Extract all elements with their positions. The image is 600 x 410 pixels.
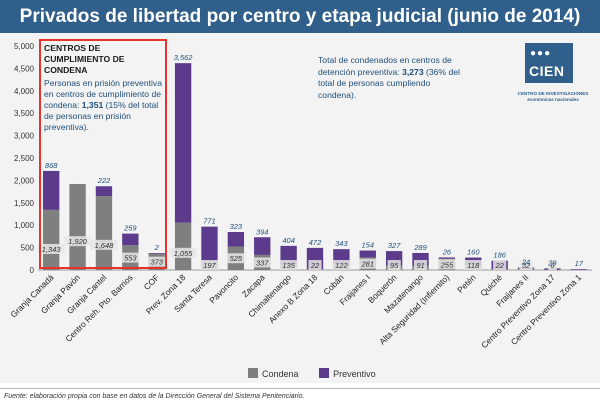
x-tick-label: Pavoncito [207, 272, 240, 305]
data-label-condena: 91 [416, 261, 424, 270]
bar-preventivo [571, 269, 587, 270]
legend: Condena Preventivo [248, 368, 394, 379]
y-tick-label: 1,000 [14, 221, 35, 230]
logo-subtitle: CENTRO DE INVESTIGACIONES económicas nac… [517, 91, 589, 103]
data-label-preventivo: 394 [256, 227, 269, 236]
data-label-preventivo: 404 [282, 236, 295, 245]
data-label-condena: 525 [230, 254, 243, 263]
y-tick-label: 3,500 [14, 109, 35, 118]
data-label-preventivo: 771 [203, 217, 216, 226]
data-label-preventivo: 24 [521, 257, 530, 266]
data-label-condena: 118 [467, 261, 480, 270]
data-label-preventivo: 26 [442, 247, 452, 256]
logo-word: CIEN [529, 63, 564, 79]
data-label-preventivo: 17 [575, 259, 584, 268]
data-label-condena: 122 [335, 261, 348, 270]
bar-preventivo [201, 227, 217, 262]
cien-logo-icon: ●●● CIEN CENTRO DE INVESTIGACIONES econó… [517, 41, 585, 119]
x-tick-label: Cobán [321, 272, 346, 297]
y-tick-label: 1,500 [14, 199, 35, 208]
data-label-condena: 197 [203, 261, 216, 270]
data-label-condena: 22 [310, 261, 320, 270]
y-tick-label: 0 [30, 266, 35, 275]
y-tick-label: 4,500 [14, 64, 35, 73]
callout-heading: CENTROS DE CUMPLIMIENTO DE CONDENA [44, 43, 166, 77]
data-label-condena: 281 [361, 260, 375, 269]
x-tick-label: COF [142, 272, 162, 292]
data-label-preventivo: 154 [362, 241, 375, 250]
data-label-preventivo: 327 [388, 241, 401, 250]
y-tick-label: 5,000 [14, 42, 35, 51]
bar-preventivo [228, 232, 244, 246]
bar-preventivo [360, 251, 376, 258]
data-label-preventivo: 472 [309, 238, 322, 247]
data-label-preventivo: 343 [335, 239, 348, 248]
footer-source: Fuente: elaboración propia con base en d… [4, 393, 304, 400]
data-label-preventivo: 29 [547, 258, 557, 267]
bar-preventivo [175, 63, 191, 223]
data-label-preventivo: 289 [413, 243, 427, 252]
data-label-condena: 135 [282, 261, 295, 270]
logo-dots: ●●● [530, 49, 551, 59]
data-label-condena: 95 [390, 261, 399, 270]
legend-label-preventivo: Preventivo [333, 369, 376, 379]
legend-item-preventivo: Preventivo [319, 368, 376, 379]
y-tick-label: 3,000 [14, 132, 35, 141]
data-label-condena: 1,055 [174, 249, 194, 258]
x-tick-label: Anexo B Zona 18 [267, 272, 320, 325]
x-tick-label: Petén [455, 272, 478, 295]
data-label-preventivo: 160 [467, 248, 480, 257]
legend-label-condena: Condena [262, 369, 299, 379]
callout-right-number: 3,273 [402, 67, 424, 77]
bar-preventivo [439, 257, 455, 258]
callout-preventivos: Total de condenados en centros de detenc… [318, 55, 468, 101]
data-label-preventivo: 3,562 [174, 53, 194, 62]
legend-swatch-condena [248, 368, 258, 378]
data-label-condena: 255 [440, 260, 454, 269]
data-label-condena: 22 [494, 261, 504, 270]
y-tick-label: 4,000 [14, 87, 35, 96]
data-label-preventivo: 323 [230, 222, 243, 231]
y-tick-label: 2,000 [14, 176, 35, 185]
footer: Fuente: elaboración propia con base en d… [0, 388, 600, 410]
legend-swatch-preventivo [319, 368, 329, 378]
callout-number: 1,351 [82, 100, 104, 110]
callout-cumplimiento: CENTROS DE CUMPLIMIENTO DE CONDENA Perso… [44, 43, 166, 134]
y-tick-label: 2,500 [14, 154, 35, 163]
bar-preventivo [254, 237, 270, 255]
bar-condena [175, 223, 191, 270]
y-tick-label: 500 [21, 244, 35, 253]
data-label-condena: 337 [256, 258, 269, 267]
data-label-preventivo: 186 [493, 251, 506, 260]
legend-item-condena: Condena [248, 368, 299, 379]
